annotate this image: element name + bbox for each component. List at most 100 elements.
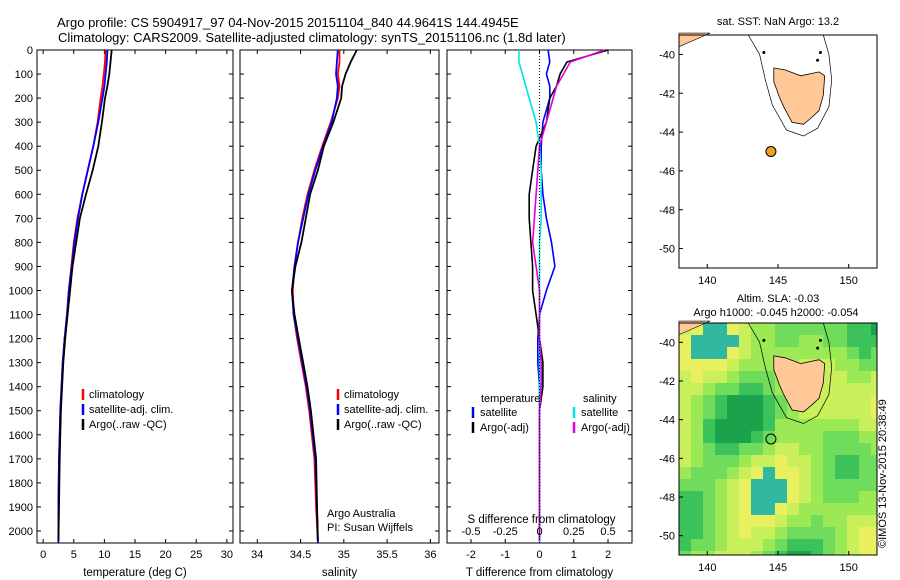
sla-cell: [859, 467, 871, 479]
sla-cell: [763, 551, 775, 555]
sla-cell: [691, 551, 703, 555]
sla-cell: [727, 323, 739, 335]
sla-cell: [691, 395, 703, 407]
sla-cell: [871, 323, 877, 335]
sla-cell: [859, 539, 871, 551]
sla-cell: [715, 503, 727, 515]
sla-cell: [715, 323, 727, 335]
x-tick-label: 34.5: [290, 549, 311, 561]
sla-cell: [823, 479, 835, 491]
sla-cell: [679, 491, 691, 503]
sla-cell: [811, 431, 823, 443]
sla-cell: [787, 491, 799, 503]
sla-cell: [679, 527, 691, 539]
sla-cell: [787, 503, 799, 515]
sla-cell: [679, 443, 691, 455]
depth-tick-label: 1300: [9, 358, 33, 370]
depth-tick-label: 700: [15, 213, 33, 225]
sla-cell: [859, 347, 871, 359]
lon-tick-label: 150: [840, 275, 858, 287]
sla-cell: [703, 395, 715, 407]
sla-cell: [799, 443, 811, 455]
sla-cell: [739, 359, 751, 371]
sla-cell: [715, 395, 727, 407]
sla-cell: [703, 431, 715, 443]
sla-cell: [727, 359, 739, 371]
sla-cell: [847, 503, 859, 515]
sla-cell: [691, 383, 703, 395]
sla-cell: [823, 431, 835, 443]
sla-cell: [691, 479, 703, 491]
depth-tick-label: 1000: [9, 285, 33, 297]
sla-cell: [835, 479, 847, 491]
sla-cell: [751, 371, 763, 383]
sla-cell: [835, 371, 847, 383]
sla-cell: [775, 455, 787, 467]
sla-cell: [787, 551, 799, 555]
sla-cell: [811, 551, 823, 555]
sla-cell: [787, 347, 799, 359]
sla-cell: [739, 395, 751, 407]
depth-tick-label: 1700: [9, 454, 33, 466]
sla-cell: [703, 515, 715, 527]
sla-cell: [715, 467, 727, 479]
depth-tick-label: 800: [15, 237, 33, 249]
sla-cell: [703, 455, 715, 467]
sla-cell: [847, 419, 859, 431]
x-tick-label: 0: [536, 549, 542, 561]
x-tick-label: 15: [129, 549, 141, 561]
sst-map-panel: 140 145 150 -40 -42 -44 -46 -48 -50 sat. SST: NaN…: [659, 16, 878, 287]
sla-cell: [871, 431, 877, 443]
sla-cell: [775, 419, 787, 431]
sla-cell: [751, 455, 763, 467]
sla-cell: [835, 323, 847, 335]
sla-cell: [787, 467, 799, 479]
contour-line: [747, 34, 833, 137]
sla-cell: [691, 359, 703, 371]
sla-cell: [811, 515, 823, 527]
sla-cell: [835, 443, 847, 455]
sla-cell: [727, 455, 739, 467]
sla-cell: [751, 539, 763, 551]
sla-cell: [835, 491, 847, 503]
sla-cell: [823, 551, 835, 555]
sla-cell: [703, 359, 715, 371]
sla-cell: [703, 551, 715, 555]
sla-cell: [703, 323, 715, 335]
sla-cell: [727, 515, 739, 527]
sla-cell: [871, 527, 877, 539]
sla-cell: [775, 515, 787, 527]
sla-cell: [787, 323, 799, 335]
sla-cell: [739, 443, 751, 455]
legend-label: satellite-adj. clim.: [344, 404, 428, 416]
sla-cell: [787, 419, 799, 431]
lat-tick-label: -46: [659, 166, 675, 178]
salinity-panel: 34 34.5 35 35.5 36 salinity climatology satelli…: [239, 49, 440, 579]
sla-cell: [823, 383, 835, 395]
sla-cell: [703, 503, 715, 515]
sla-cell: [775, 539, 787, 551]
sla-cell: [775, 503, 787, 515]
sla-cell: [871, 371, 877, 383]
sla-cell: [847, 371, 859, 383]
sla-cell: [787, 539, 799, 551]
x-tick-label: 0: [40, 549, 46, 561]
sla-cell: [739, 347, 751, 359]
annotation-line2: PI: Susan Wijffels: [327, 522, 413, 534]
sla-cell: [679, 359, 691, 371]
sla-cell: [727, 551, 739, 555]
sla-cell: [835, 455, 847, 467]
sla-cell: [763, 419, 775, 431]
legend-label: satellite-adj. clim.: [89, 404, 173, 416]
sla-cell: [679, 515, 691, 527]
sla-cell: [727, 443, 739, 455]
sal-frame: [239, 49, 440, 544]
sla-cell: [727, 395, 739, 407]
sla-cell: [763, 359, 775, 371]
contour-line: [747, 322, 833, 424]
sla-cell: [859, 443, 871, 455]
depth-tick-label: 0: [27, 45, 33, 57]
sla-cell: [799, 467, 811, 479]
sla-cell: [751, 395, 763, 407]
sla-cell: [751, 491, 763, 503]
